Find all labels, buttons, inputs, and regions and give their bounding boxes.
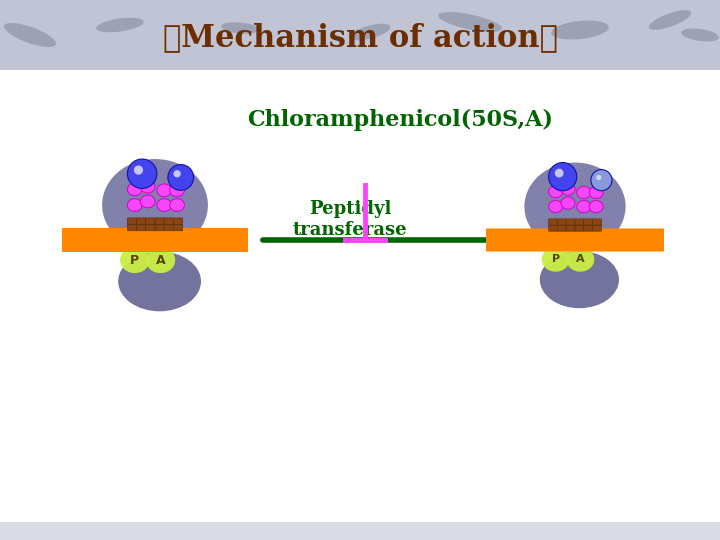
Circle shape (134, 165, 143, 174)
FancyBboxPatch shape (164, 224, 174, 231)
Ellipse shape (118, 252, 201, 311)
Ellipse shape (157, 184, 171, 197)
Ellipse shape (140, 195, 155, 208)
Ellipse shape (221, 22, 259, 33)
Ellipse shape (577, 200, 591, 213)
FancyBboxPatch shape (0, 0, 720, 70)
Ellipse shape (4, 23, 56, 47)
Ellipse shape (561, 197, 575, 209)
FancyBboxPatch shape (566, 219, 575, 225)
FancyBboxPatch shape (566, 225, 575, 231)
Ellipse shape (681, 29, 719, 42)
Ellipse shape (145, 247, 175, 273)
Ellipse shape (127, 183, 142, 196)
Ellipse shape (589, 186, 603, 199)
Text: 【Mechanism of action】: 【Mechanism of action】 (163, 23, 557, 53)
Ellipse shape (551, 21, 609, 39)
FancyBboxPatch shape (584, 219, 593, 225)
Ellipse shape (140, 180, 155, 193)
Ellipse shape (102, 159, 208, 251)
FancyBboxPatch shape (575, 225, 584, 231)
FancyBboxPatch shape (127, 218, 137, 224)
FancyBboxPatch shape (137, 224, 145, 231)
Text: Chloramphenicol(50S,A): Chloramphenicol(50S,A) (247, 109, 553, 131)
FancyBboxPatch shape (593, 225, 601, 231)
FancyBboxPatch shape (155, 224, 164, 231)
Ellipse shape (540, 251, 619, 308)
FancyBboxPatch shape (174, 218, 183, 224)
FancyBboxPatch shape (557, 225, 566, 231)
Circle shape (554, 168, 564, 178)
FancyBboxPatch shape (137, 218, 145, 224)
Circle shape (591, 170, 612, 191)
Ellipse shape (541, 247, 570, 272)
FancyBboxPatch shape (155, 218, 164, 224)
Ellipse shape (577, 186, 591, 199)
Text: Peptidyl
transferase: Peptidyl transferase (293, 200, 408, 239)
FancyBboxPatch shape (145, 218, 155, 224)
FancyBboxPatch shape (145, 224, 155, 231)
Circle shape (168, 165, 194, 190)
Circle shape (549, 163, 577, 191)
Ellipse shape (561, 183, 575, 195)
FancyBboxPatch shape (164, 218, 174, 224)
Ellipse shape (127, 199, 142, 212)
FancyBboxPatch shape (557, 219, 566, 225)
FancyBboxPatch shape (549, 225, 557, 231)
FancyBboxPatch shape (593, 219, 601, 225)
FancyBboxPatch shape (486, 228, 664, 252)
Ellipse shape (589, 200, 603, 213)
Text: P: P (552, 254, 559, 265)
Ellipse shape (170, 199, 184, 212)
FancyBboxPatch shape (584, 225, 593, 231)
FancyBboxPatch shape (575, 219, 584, 225)
Ellipse shape (350, 24, 390, 40)
Ellipse shape (649, 10, 691, 30)
FancyBboxPatch shape (62, 228, 248, 252)
Ellipse shape (120, 247, 150, 273)
Text: A: A (156, 254, 166, 267)
FancyBboxPatch shape (127, 224, 137, 231)
Ellipse shape (170, 184, 184, 197)
Text: A: A (576, 254, 585, 265)
FancyBboxPatch shape (549, 219, 557, 225)
Ellipse shape (96, 18, 144, 32)
Ellipse shape (157, 199, 171, 212)
Text: P: P (130, 254, 140, 267)
Circle shape (127, 159, 157, 188)
Ellipse shape (524, 163, 626, 251)
Circle shape (596, 175, 601, 180)
Ellipse shape (438, 12, 502, 32)
Circle shape (174, 170, 181, 178)
FancyBboxPatch shape (0, 522, 720, 540)
Ellipse shape (566, 247, 595, 272)
FancyBboxPatch shape (174, 224, 183, 231)
Ellipse shape (549, 200, 563, 213)
Ellipse shape (549, 185, 563, 198)
